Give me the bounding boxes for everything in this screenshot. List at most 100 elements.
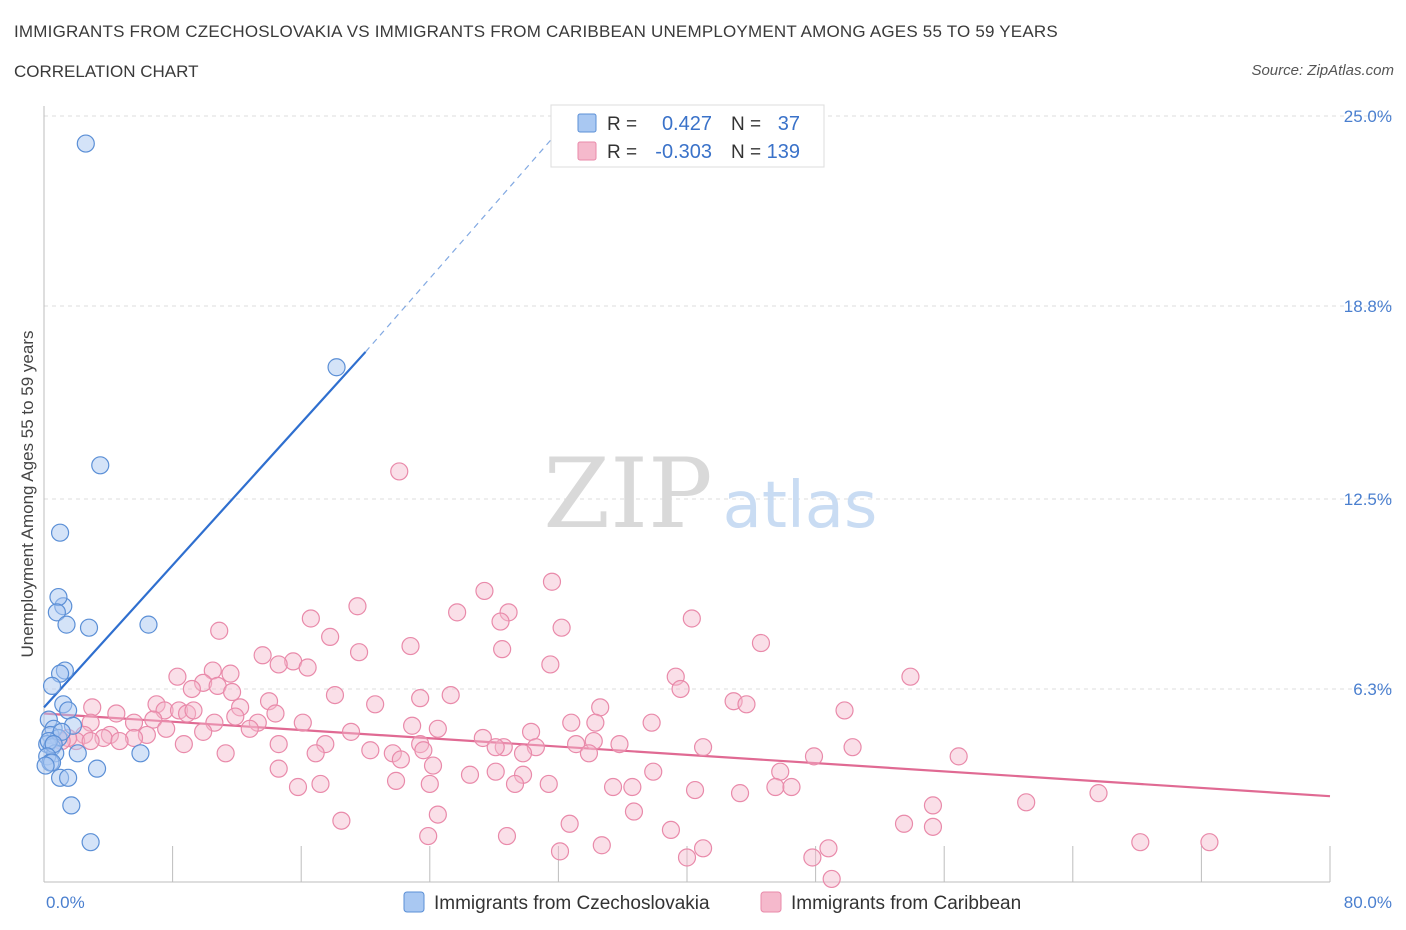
caribbean-point-0 xyxy=(390,462,409,481)
caribbean-point-137 xyxy=(822,869,841,889)
caribbean-point-33 xyxy=(411,689,430,708)
chart-title: IMMIGRANTS FROM CZECHOSLOVAKIA VS IMMIGR… xyxy=(14,22,1058,41)
czechoslovakia-point-35 xyxy=(81,833,100,852)
caribbean-point-10 xyxy=(210,621,229,640)
caribbean-point-12 xyxy=(751,633,771,653)
caribbean-point-124 xyxy=(419,826,438,846)
caribbean-point-89 xyxy=(361,741,380,760)
caribbean-point-123 xyxy=(661,820,681,840)
caribbean-point-94 xyxy=(513,744,533,763)
czechoslovakia-point-31 xyxy=(87,759,107,778)
caribbean-point-45 xyxy=(107,704,126,723)
caribbean-point-101 xyxy=(486,762,505,781)
caribbean-point-102 xyxy=(460,765,480,784)
caribbean-point-97 xyxy=(949,747,968,766)
caribbean-point-81 xyxy=(174,735,193,754)
y-tick-label-3: 25.0% xyxy=(1344,107,1392,126)
caribbean-point-96 xyxy=(804,747,824,766)
y-tick-label-0: 6.3% xyxy=(1353,680,1392,699)
czechoslovakia-trend-line xyxy=(43,351,367,709)
caribbean-point-114 xyxy=(730,784,750,803)
caribbean-point-55 xyxy=(293,713,312,732)
czechoslovakia-point-12 xyxy=(42,676,62,696)
caribbean-point-50 xyxy=(144,710,163,729)
legend-n-value-2: 139 xyxy=(767,141,800,163)
caribbean-point-48 xyxy=(266,704,285,723)
tick-labels: 6.3% 12.5% 18.8% 25.0% 0.0% 80.0% xyxy=(46,107,1392,912)
series-legend-label-1: Immigrants from Czechoslovakia xyxy=(434,893,710,914)
caribbean-point-7 xyxy=(682,609,701,628)
caribbean-point-111 xyxy=(539,774,558,794)
czechoslovakia-point-36 xyxy=(36,756,55,775)
caribbean-point-63 xyxy=(341,722,361,741)
caribbean-point-59 xyxy=(642,713,661,732)
series-legend: Immigrants from Czechoslovakia Immigrant… xyxy=(403,891,1021,914)
caribbean-point-119 xyxy=(624,802,644,821)
caribbean-point-134 xyxy=(550,842,570,861)
caribbean-point-30 xyxy=(671,679,690,699)
caribbean-point-57 xyxy=(562,713,581,732)
caribbean-point-115 xyxy=(766,777,785,797)
caribbean-point-106 xyxy=(386,771,406,790)
caribbean-point-71 xyxy=(473,728,492,748)
caribbean-point-6 xyxy=(301,609,320,628)
caribbean-point-51 xyxy=(124,713,144,732)
legend-swatch-blue xyxy=(577,113,597,133)
caribbean-point-23 xyxy=(168,667,187,686)
caribbean-point-135 xyxy=(592,836,611,855)
caribbean-point-5 xyxy=(348,597,367,616)
caribbean-point-130 xyxy=(803,848,822,867)
correlation-legend: R = 0.427 N = 37 R = -0.303 N = 139 xyxy=(550,104,825,168)
caribbean-point-28 xyxy=(182,679,201,699)
caribbean-point-90 xyxy=(414,741,433,760)
caribbean-point-19 xyxy=(541,655,560,674)
czechoslovakia-point-2 xyxy=(91,456,110,475)
chart-subtitle: CORRELATION CHART xyxy=(14,62,199,81)
caribbean-point-110 xyxy=(505,774,525,794)
caribbean-point-47 xyxy=(184,701,203,720)
caribbean-point-11 xyxy=(321,627,340,646)
caribbean-point-117 xyxy=(685,780,705,800)
caribbean-point-14 xyxy=(493,640,512,659)
czechoslovakia-trend-extension xyxy=(365,130,559,353)
legend-r-label-2: R = xyxy=(607,142,637,163)
caribbean-point-60 xyxy=(428,719,447,738)
caribbean-point-108 xyxy=(288,777,308,797)
legend-r-value-1: 0.427 xyxy=(662,113,712,135)
watermark-zip: ZIP xyxy=(543,438,712,550)
caribbean-point-132 xyxy=(1200,833,1219,852)
caribbean-point-16 xyxy=(253,646,272,665)
caribbean-point-112 xyxy=(603,777,623,797)
caribbean-point-66 xyxy=(194,722,213,741)
czechoslovakia-point-1 xyxy=(327,358,346,377)
czechoslovakia-point-9 xyxy=(139,615,158,634)
caribbean-point-128 xyxy=(693,839,713,858)
czechoslovakia-point-0 xyxy=(76,134,95,153)
caribbean-point-127 xyxy=(1017,793,1036,812)
czechoslovakia-point-8 xyxy=(79,618,99,637)
caribbean-point-18 xyxy=(298,658,317,677)
caribbean-trend-line xyxy=(43,712,1331,798)
caribbean-point-3 xyxy=(448,603,467,622)
caribbean-point-82 xyxy=(566,735,586,754)
caribbean-point-113 xyxy=(623,777,642,797)
czechoslovakia-point-3 xyxy=(50,523,70,542)
series-legend-label-2: Immigrants from Caribbean xyxy=(791,893,1021,914)
x-tick-label-0: 0.0% xyxy=(46,893,85,912)
czechoslovakia-point-34 xyxy=(62,796,81,815)
caribbean-point-39 xyxy=(737,695,756,714)
y-tick-label-2: 18.8% xyxy=(1344,297,1392,316)
caribbean-point-98 xyxy=(391,750,410,769)
caribbean-point-36 xyxy=(366,695,385,714)
caribbean-point-61 xyxy=(240,719,259,738)
caribbean-point-77 xyxy=(110,731,129,751)
caribbean-point-109 xyxy=(420,774,439,794)
caribbean-point-67 xyxy=(521,722,541,741)
caribbean-point-87 xyxy=(693,738,713,757)
caribbean-point-2 xyxy=(475,581,494,601)
czechoslovakia-point-6 xyxy=(47,603,66,622)
legend-r-label-1: R = xyxy=(607,114,637,135)
series-czechoslovakia-points xyxy=(36,134,346,852)
czechoslovakia-point-28 xyxy=(68,744,87,763)
watermark-atlas: atlas xyxy=(723,469,878,543)
